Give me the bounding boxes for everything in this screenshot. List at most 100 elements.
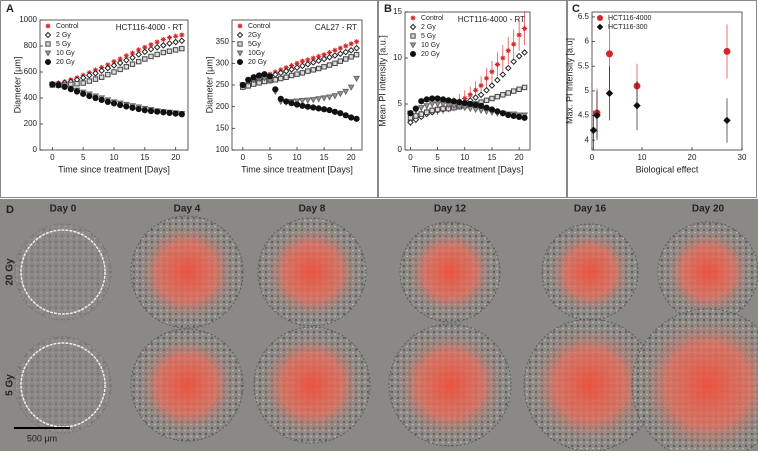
x-tick-label: 0 (241, 153, 246, 162)
legend-label: 20 Gy (248, 59, 267, 66)
data-point (342, 112, 349, 119)
legend-marker (409, 23, 417, 31)
data-point (510, 112, 517, 120)
legend-marker (236, 50, 244, 57)
data-point (353, 39, 360, 45)
data-point (117, 101, 124, 109)
data-point (413, 113, 419, 119)
y-tick-label: 350 (216, 37, 230, 46)
chart-title: CAL27 - RT (315, 23, 357, 32)
data-point (434, 106, 441, 113)
legend-marker (409, 42, 417, 49)
data-point (326, 107, 333, 114)
data-point (67, 86, 74, 93)
plot-area (591, 11, 743, 151)
data-point (483, 86, 490, 94)
data-point (353, 51, 360, 58)
data-point (467, 100, 474, 108)
data-point (331, 93, 339, 100)
data-point (80, 90, 87, 97)
data-point (111, 59, 117, 65)
data-point (483, 97, 490, 104)
data-point (429, 107, 435, 114)
data-point (141, 107, 148, 114)
data-point (61, 83, 68, 91)
legend-marker (237, 59, 243, 65)
y-tick-label: 6.5 (578, 12, 590, 21)
data-point (148, 53, 154, 60)
data-point (123, 64, 130, 70)
x-axis-label: Time since treatment [Days] (58, 164, 170, 174)
y-tick-label: 5 (398, 99, 403, 108)
data-point (310, 55, 316, 61)
y-tick-label: 300 (216, 58, 230, 67)
data-point (472, 101, 479, 109)
data-point (299, 102, 306, 109)
y-axis-label: Mean PI intensity [a.u.] (377, 35, 387, 127)
data-point (293, 98, 301, 105)
data-point (353, 115, 360, 122)
panel-label: C (572, 3, 580, 15)
data-point (347, 47, 355, 54)
chart-title: HCT116-4000 - RT (116, 23, 183, 32)
data-point (299, 70, 306, 76)
data-point (315, 57, 322, 65)
x-tick-label: 5 (81, 153, 86, 162)
data-point (489, 69, 495, 75)
y-axis-label: Diameter [μm] (204, 57, 214, 114)
data-point (633, 101, 641, 110)
spheroid-pi (395, 330, 505, 440)
data-point (154, 39, 160, 45)
data-point (499, 110, 506, 117)
legend-label: 20 Gy (421, 51, 440, 58)
data-point (467, 92, 473, 98)
data-point (505, 111, 512, 119)
data-point (110, 62, 118, 69)
legend-marker (45, 23, 51, 29)
data-point (606, 50, 613, 58)
data-point (135, 58, 142, 65)
data-point (348, 114, 355, 121)
data-point (478, 83, 484, 89)
data-point (98, 96, 105, 104)
data-point (516, 86, 522, 92)
data-point (521, 49, 528, 56)
data-point (129, 104, 136, 111)
data-point (417, 105, 425, 112)
data-point (326, 53, 333, 61)
data-point (315, 96, 323, 103)
data-point (288, 66, 295, 73)
data-point (250, 74, 257, 81)
y-tick-label: 200 (24, 119, 38, 128)
data-point (434, 101, 442, 108)
data-point (332, 60, 338, 67)
data-point (347, 84, 355, 91)
data-point (309, 59, 317, 66)
data-point (332, 47, 338, 53)
data-point (321, 64, 327, 70)
data-point (337, 50, 344, 58)
data-point (178, 111, 185, 118)
data-point (277, 69, 285, 77)
data-point (412, 105, 419, 112)
legend-label: 10 Gy (56, 50, 75, 57)
data-point (309, 97, 317, 104)
data-point (516, 113, 523, 120)
data-point (326, 94, 333, 101)
data-point (110, 100, 118, 107)
data-point (510, 58, 518, 65)
legend-marker (45, 41, 51, 47)
data-point (510, 88, 517, 94)
legend-label: Control (421, 15, 444, 22)
micrographs: D Day 0 Day 4 Day 8 Day 12 Day 16 Day 20 20 Gy 5… (5, 204, 758, 456)
data-point (499, 71, 507, 78)
data-point (293, 64, 301, 71)
y-tick-label: 4 (585, 135, 590, 144)
data-point (336, 91, 344, 98)
data-point (353, 44, 360, 52)
data-point (423, 96, 430, 103)
x-tick-label: 30 (738, 153, 747, 162)
legend-label: 5Gy (248, 41, 261, 48)
data-point (179, 45, 185, 52)
legend-label: 2 Gy (421, 24, 436, 31)
